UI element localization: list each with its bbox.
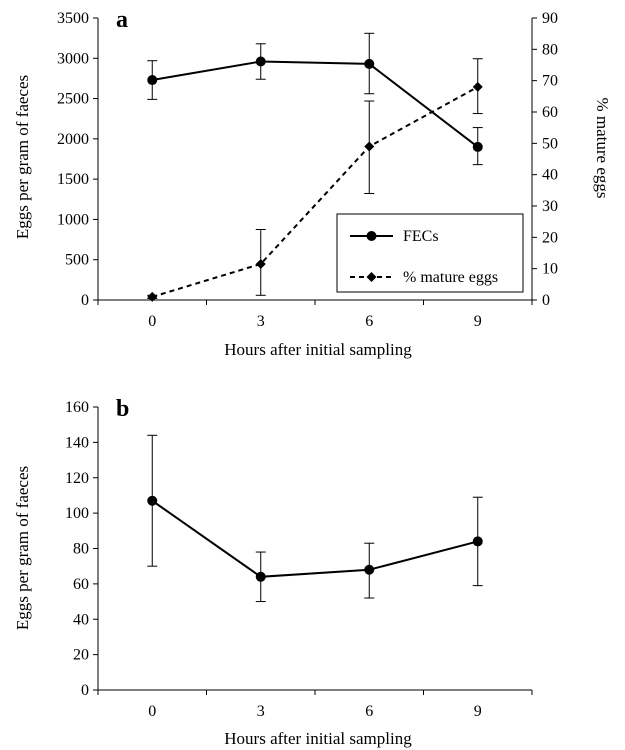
y2-tick-label: 10: [542, 261, 558, 278]
y-tick-label: 500: [65, 252, 89, 269]
panel-b: b 0 20 40 60 80 100 120 140 160 0 3 6 9 Eggs per gra…: [13, 396, 533, 748]
y-tick-label: 1500: [57, 171, 89, 188]
data-point-diamond: [255, 258, 266, 269]
panel-a-markers: [147, 56, 483, 302]
y2-tick-label: 60: [542, 104, 558, 121]
x-tick-label: 3: [257, 703, 265, 720]
data-point-circle: [472, 536, 483, 547]
panel-b-y-axis-title: Eggs per gram of faeces: [13, 466, 32, 630]
legend-box: [336, 213, 524, 293]
y2-tick-label: 70: [542, 73, 558, 90]
y2-tick-label: 0: [542, 292, 550, 309]
panel-a-lines: [151, 60, 479, 298]
data-point-circle: [147, 75, 158, 86]
data-point-diamond: [472, 81, 483, 92]
y2-tick-label: 30: [542, 198, 558, 215]
panel-b-label: b: [116, 396, 129, 422]
y-tick-label: 40: [73, 611, 89, 628]
panel-a-y2-axis-title: % mature eggs: [593, 97, 612, 198]
x-tick-label: 6: [365, 703, 373, 720]
y-tick-label: 160: [65, 399, 89, 416]
y-tick-label: 2500: [57, 91, 89, 108]
x-tick-label: 0: [148, 313, 156, 330]
panel-b-axes: 0 20 40 60 80 100 120 140 160 0 3 6 9: [65, 399, 533, 720]
x-tick-label: 6: [365, 313, 373, 330]
data-point-circle: [147, 495, 158, 506]
legend-mature-marker: [366, 272, 377, 282]
data-point-circle: [364, 564, 375, 575]
series-line-1: [151, 499, 479, 578]
legend-fecs-marker: [366, 231, 377, 241]
data-point-diamond: [147, 291, 158, 302]
panel-a-legend: FECs % mature eggs: [336, 213, 524, 293]
data-point-circle: [255, 56, 266, 67]
y2-tick-label: 40: [542, 167, 558, 184]
series-line-2: [151, 86, 479, 298]
series-line-1: [152, 60, 479, 148]
y2-tick-label: 20: [542, 229, 558, 246]
panel-a: a 05001000150020002500300035000102030405…: [13, 7, 612, 359]
data-point-circle: [472, 141, 483, 152]
panel-b-x-axis-title: Hours after initial sampling: [224, 729, 412, 748]
y-tick-label: 20: [73, 647, 89, 664]
panel-b-lines: [151, 499, 479, 578]
panel-b-markers: [147, 495, 483, 582]
data-point-diamond: [364, 141, 375, 152]
y-tick-label: 60: [73, 576, 89, 593]
x-tick-label: 9: [474, 703, 482, 720]
y-tick-label: 3000: [57, 50, 89, 67]
y-tick-label: 3500: [57, 10, 89, 27]
legend-mature-label: % mature eggs: [403, 269, 498, 286]
panel-a-x-axis-title: Hours after initial sampling: [224, 340, 412, 359]
panel-a-y-axis-title: Eggs per gram of faeces: [13, 75, 32, 239]
y2-tick-label: 90: [542, 10, 558, 27]
y-tick-label: 100: [65, 505, 89, 522]
panel-a-axes: 0500100015002000250030003500010203040506…: [57, 10, 558, 330]
x-tick-label: 9: [474, 313, 482, 330]
y-tick-label: 1000: [57, 211, 89, 228]
y-tick-label: 80: [73, 541, 89, 558]
y-tick-label: 120: [65, 470, 89, 487]
x-tick-label: 3: [257, 313, 265, 330]
y2-tick-label: 50: [542, 135, 558, 152]
x-tick-label: 0: [148, 703, 156, 720]
panel-b-error-bars: [147, 434, 483, 603]
y2-tick-label: 80: [542, 41, 558, 58]
y-tick-label: 0: [81, 292, 89, 309]
data-point-circle: [255, 571, 266, 582]
data-point-circle: [364, 58, 375, 69]
y-tick-label: 140: [65, 434, 89, 451]
y-tick-label: 0: [81, 682, 89, 699]
panel-a-label: a: [116, 7, 128, 33]
y-tick-label: 2000: [57, 131, 89, 148]
legend-fecs-label: FECs: [403, 228, 439, 245]
